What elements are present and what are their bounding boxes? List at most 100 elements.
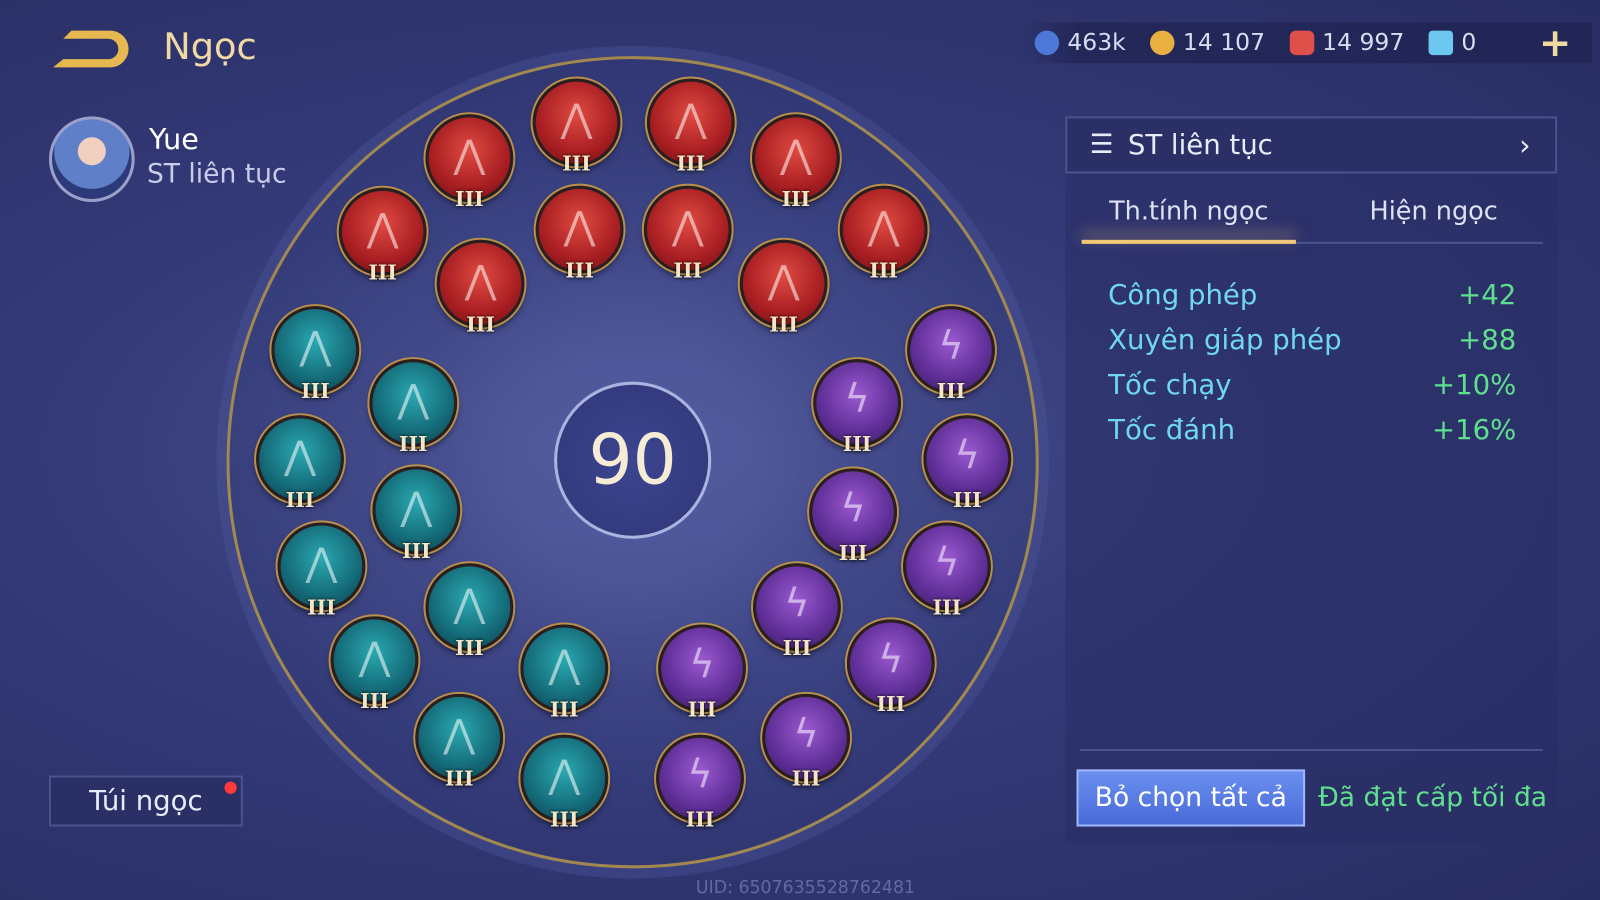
currency-value: 463k [1067, 29, 1126, 57]
page-title: Ngọc [163, 26, 257, 69]
gem-tier: III [838, 540, 868, 566]
teal-gem-slot[interactable]: ⋀ III [256, 415, 344, 512]
hero-preset: ST liên tục [146, 159, 287, 190]
stat-row: Công phép +42 [1108, 280, 1516, 312]
purple-gem-icon: ϟ [840, 485, 866, 531]
purple-gem-icon: ϟ [934, 539, 960, 585]
hero-name: Yue [148, 122, 199, 157]
red-gem-slot[interactable]: ⋀ III [436, 239, 525, 337]
purple-gem-slot[interactable]: ϟ III [907, 306, 995, 403]
purple-gem-slot[interactable]: ϟ III [813, 359, 902, 456]
teal-gem-icon: ⋀ [453, 580, 486, 626]
purple-gem-slot[interactable]: ϟ III [903, 522, 991, 619]
stat-name: Xuyên giáp phép [1108, 324, 1342, 357]
purple-gem-icon: ϟ [954, 432, 981, 478]
purple-gem-slot[interactable]: ϟ III [753, 563, 841, 660]
red-gem-slot[interactable]: ⋀ III [535, 185, 624, 283]
red-gem-slot[interactable]: ⋀ III [425, 114, 514, 211]
teal-gem-slot[interactable]: ⋀ III [425, 563, 514, 660]
gem-tier: III [300, 378, 330, 404]
gem-tier: III [673, 258, 703, 283]
purple-gem-icon: ϟ [844, 376, 870, 422]
gem-tier: III [549, 807, 579, 832]
tab-show-gems[interactable]: Hiện ngọc [1369, 195, 1498, 226]
currency-ticket: 0 [1428, 29, 1477, 57]
purple-gem-slot[interactable]: ϟ III [658, 624, 746, 721]
gem-bag-button[interactable]: Túi ngọc [48, 775, 243, 827]
currency-red: 14 997 [1289, 29, 1405, 57]
gem-tier: III [466, 312, 495, 337]
gem-tier: III [549, 696, 579, 722]
plus-icon[interactable]: + [1538, 20, 1572, 66]
teal-gem-slot[interactable]: ⋀ III [520, 734, 609, 832]
red-gem-icon [1289, 30, 1314, 56]
red-gem-icon: ⋀ [674, 95, 707, 141]
divider [1079, 748, 1543, 752]
red-gem-slot[interactable]: ⋀ III [643, 185, 732, 283]
back-arrow-icon[interactable] [49, 29, 131, 74]
stat-value: +10% [1431, 369, 1517, 402]
gem-tier: III [562, 151, 591, 176]
purple-gem-slot[interactable]: ϟ III [846, 619, 935, 716]
gem-tier: III [953, 487, 982, 513]
gem-tier: III [455, 635, 484, 661]
red-gem-icon: ⋀ [464, 257, 497, 303]
purple-gem-slot[interactable]: ϟ III [762, 693, 850, 791]
currency-gold: 14 107 [1150, 30, 1265, 56]
gem-tier: III [565, 258, 594, 283]
chevron-right-icon: › [1519, 128, 1531, 162]
purple-gem-slot[interactable]: ϟ III [809, 468, 897, 565]
teal-gem-icon: ⋀ [548, 641, 581, 687]
red-gem-slot[interactable]: ⋀ III [532, 78, 621, 176]
purple-gem-icon: ϟ [784, 580, 810, 626]
stat-row: Tốc đánh +16% [1108, 414, 1516, 446]
gem-tier: III [685, 807, 715, 832]
tab-gem-stats[interactable]: Th.tính ngọc [1109, 195, 1269, 226]
red-gem-slot[interactable]: ⋀ III [752, 114, 840, 211]
gem-tier: III [285, 487, 315, 513]
currency-value: 14 997 [1322, 29, 1405, 57]
gem-tier: III [876, 691, 906, 717]
gem-tier: III [401, 538, 431, 564]
avatar[interactable] [48, 116, 135, 203]
teal-gem-slot[interactable]: ⋀ III [415, 693, 504, 791]
red-gem-slot[interactable]: ⋀ III [646, 78, 735, 176]
gem-tier: III [932, 594, 962, 620]
blue-coin-icon [1034, 30, 1060, 56]
red-gem-icon: ⋀ [366, 205, 399, 250]
purple-gem-slot[interactable]: ϟ III [923, 415, 1012, 512]
uid-label: UID: 6507635528762481 [695, 877, 916, 898]
stat-value: +16% [1431, 414, 1517, 446]
teal-gem-slot[interactable]: ⋀ III [369, 359, 458, 456]
red-gem-slot[interactable]: ⋀ III [839, 185, 928, 283]
stat-value: +88 [1458, 324, 1517, 357]
preset-selector[interactable]: ☰ ST liên tục › [1065, 116, 1558, 174]
red-gem-slot[interactable]: ⋀ III [338, 187, 427, 285]
teal-gem-icon: ⋀ [443, 711, 476, 757]
teal-gem-slot[interactable]: ⋀ III [372, 466, 461, 563]
stat-value: +42 [1458, 279, 1517, 312]
teal-gem-slot[interactable]: ⋀ III [271, 306, 360, 403]
tab-divider [1081, 241, 1543, 244]
teal-gem-slot[interactable]: ⋀ III [277, 522, 366, 619]
gem-tier: III [398, 431, 428, 457]
notification-dot [224, 781, 237, 794]
purple-gem-slot[interactable]: ϟ III [656, 734, 744, 832]
red-gem-icon: ⋀ [563, 203, 596, 248]
currency-value: 0 [1461, 29, 1477, 57]
teal-gem-slot[interactable]: ⋀ III [330, 616, 419, 713]
deselect-all-button[interactable]: Bỏ chọn tất cả [1076, 769, 1306, 827]
teal-gem-icon: ⋀ [548, 752, 581, 797]
max-level-button[interactable]: Đã đạt cấp tối đa [1318, 769, 1547, 827]
gem-tier: III [368, 260, 397, 285]
purple-gem-icon: ϟ [687, 752, 713, 797]
purple-gem-icon: ϟ [793, 711, 819, 757]
teal-gem-slot[interactable]: ⋀ III [520, 624, 609, 721]
stats-panel [1065, 116, 1558, 843]
red-gem-slot[interactable]: ⋀ III [739, 239, 828, 337]
stat-row: Tốc chạy +10% [1108, 369, 1516, 401]
stat-name: Tốc chạy [1108, 369, 1232, 402]
gold-coin-icon [1150, 30, 1175, 56]
red-gem-icon: ⋀ [780, 131, 812, 177]
list-icon: ☰ [1089, 129, 1114, 161]
